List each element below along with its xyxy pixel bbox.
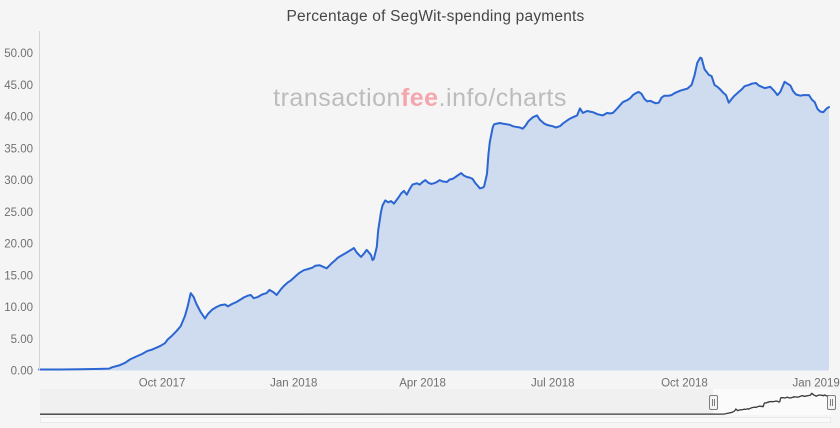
navigator-left-handle[interactable] [708, 395, 718, 410]
watermark-part2: .info/charts [438, 84, 567, 112]
y-axis-label: 15.00 [4, 270, 33, 282]
y-axis-label: 30.00 [4, 175, 33, 187]
handle-grip [713, 399, 715, 406]
navigator-mask[interactable] [40, 389, 714, 415]
y-axis-label: 35.00 [4, 143, 33, 155]
x-axis-label: Oct 2018 [661, 378, 708, 390]
x-axis-label: Jan 2018 [270, 378, 317, 390]
y-axis-label: 5.00 [11, 334, 33, 346]
chart-title: Percentage of SegWit-spending payments [286, 8, 585, 25]
handle-grip [711, 399, 713, 406]
watermark-accent: fee [400, 84, 439, 112]
handle-grip [831, 399, 833, 406]
y-axis-label: 45.00 [4, 80, 33, 92]
watermark: transactionfee.info/charts [0, 84, 840, 113]
scrollbar-track[interactable] [40, 417, 831, 423]
x-axis-label: Jan 2019 [792, 378, 839, 390]
y-axis-label: 10.00 [4, 302, 33, 314]
handle-grip [829, 399, 831, 406]
y-axis-label: 20.00 [4, 239, 33, 251]
x-axis-label: Apr 2018 [399, 378, 446, 390]
y-axis-label: 25.00 [4, 207, 33, 219]
series-line[interactable] [38, 56, 830, 371]
navigator[interactable] [39, 389, 836, 415]
x-axis-label: Oct 2017 [139, 378, 186, 390]
y-axis-label: 0.00 [11, 366, 33, 378]
series-area [39, 57, 829, 371]
x-axis-label: Jul 2018 [531, 378, 574, 390]
navigator-series-svg [39, 389, 832, 415]
navigator-right-handle[interactable] [826, 395, 836, 410]
watermark-part1: transaction [273, 84, 401, 112]
y-axis-label: 50.00 [4, 48, 33, 60]
y-axis-label: 40.00 [4, 112, 33, 124]
navigator-series-line [39, 392, 832, 415]
